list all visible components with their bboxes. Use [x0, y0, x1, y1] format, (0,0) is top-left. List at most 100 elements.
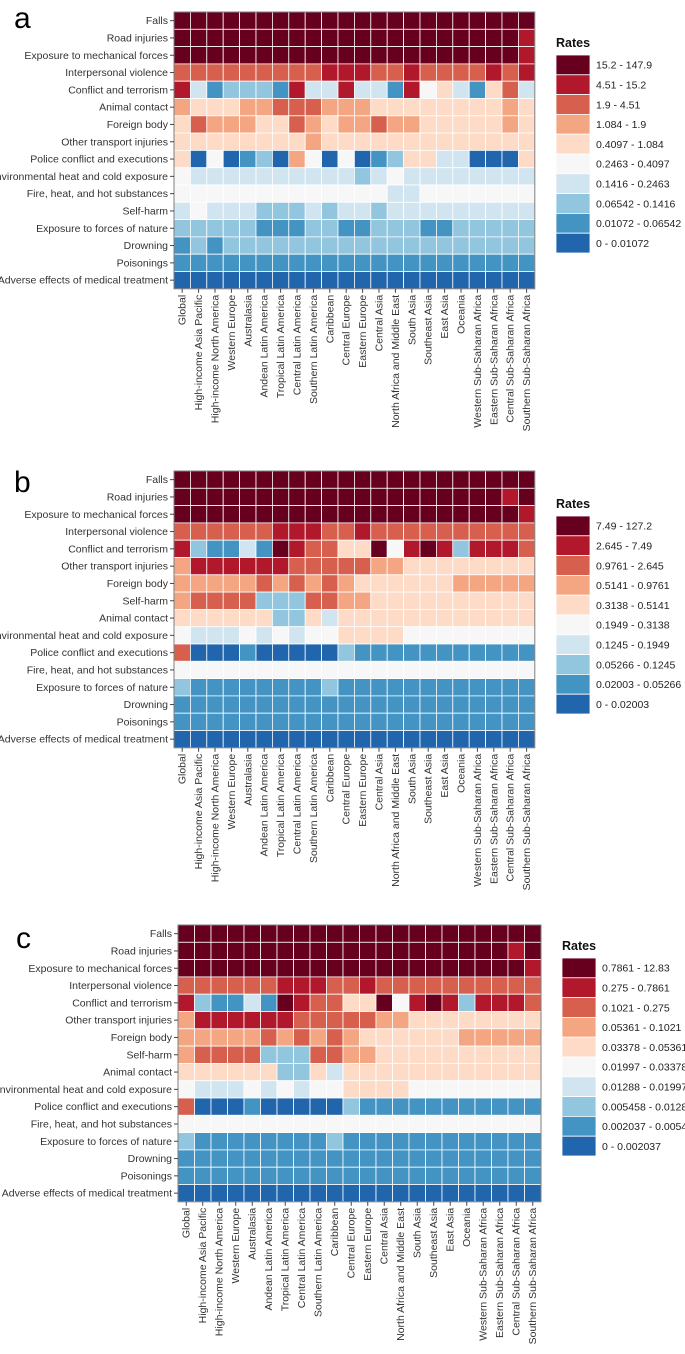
heatmap-cell	[435, 557, 454, 576]
row-label: Road injuries	[107, 32, 168, 44]
heatmap-cell	[288, 201, 306, 221]
column-label: Southern Latin America	[308, 754, 320, 863]
heatmap-cell	[189, 678, 208, 697]
heatmap-cell	[304, 63, 323, 82]
heatmap-cell	[222, 522, 240, 541]
heatmap-cell	[353, 98, 372, 117]
heatmap-cell	[353, 253, 372, 272]
heatmap-cell	[425, 976, 443, 995]
heatmap-cell	[370, 643, 388, 662]
heatmap-cell	[386, 167, 405, 186]
heatmap-cell	[271, 660, 290, 679]
heatmap-cell	[173, 115, 191, 134]
heatmap-cell	[468, 253, 487, 272]
column-label: Eastern Europe	[357, 295, 369, 368]
row-label: Interpersonal violence	[69, 980, 172, 992]
heatmap-cell	[210, 1166, 228, 1185]
column-label: Tropical Latin America	[275, 295, 287, 399]
heatmap-cell	[288, 253, 306, 272]
heatmap-cell	[419, 712, 437, 731]
heatmap-cell	[321, 712, 339, 731]
heatmap-cell	[321, 63, 339, 82]
legend-label: 1.9 - 4.51	[596, 99, 641, 111]
heatmap-cell	[435, 63, 454, 82]
heatmap-cell	[321, 591, 339, 610]
heatmap-cell	[468, 63, 487, 82]
heatmap-cell	[485, 253, 503, 272]
heatmap-cell	[425, 993, 443, 1012]
heatmap-cell	[359, 1080, 377, 1099]
heatmap-cell	[243, 1149, 261, 1168]
heatmap-cell	[222, 660, 240, 679]
heatmap-cell	[435, 730, 454, 749]
heatmap-cell	[337, 98, 355, 117]
heatmap-cell	[194, 1114, 212, 1134]
heatmap-cell	[370, 609, 388, 628]
heatmap-cell	[288, 115, 306, 134]
heatmap-cell	[276, 993, 294, 1012]
heatmap-cell	[222, 201, 240, 221]
legend-label: 0.01997 - 0.03378	[602, 1062, 685, 1074]
heatmap-cell	[353, 470, 372, 489]
row-label: Interpersonal violence	[65, 67, 168, 79]
heatmap-cell	[524, 1028, 542, 1047]
heatmap-cell	[452, 539, 470, 558]
legend-swatch	[555, 654, 591, 675]
heatmap-cell	[337, 28, 355, 47]
column-label: Tropical Latin America	[275, 754, 287, 858]
heatmap-cell	[518, 11, 536, 30]
heatmap-cell	[403, 539, 421, 558]
heatmap-cell	[452, 253, 470, 272]
heatmap-cell	[507, 1045, 525, 1064]
heatmap-cell	[441, 1132, 459, 1151]
heatmap-cell	[485, 609, 503, 628]
heatmap-cell	[507, 1080, 525, 1099]
heatmap-cell	[173, 219, 191, 238]
heatmap-cell	[353, 712, 372, 731]
heatmap-cell	[370, 184, 388, 203]
heatmap-cell	[342, 1028, 360, 1047]
row-label: Fire, heat, and hot substances	[27, 664, 168, 676]
column-label: East Asia	[439, 754, 451, 798]
heatmap-cell	[194, 993, 212, 1012]
heatmap-cell	[222, 167, 240, 186]
heatmap-cell	[491, 976, 509, 995]
heatmap-cell	[243, 1097, 261, 1116]
heatmap-cell	[288, 626, 306, 645]
heatmap-cell	[255, 11, 273, 30]
heatmap-cell	[403, 167, 421, 186]
heatmap-cell	[485, 626, 503, 645]
heatmap-cell	[353, 626, 372, 645]
row-label: Fire, heat, and hot substances	[31, 1118, 172, 1130]
heatmap-cell	[501, 115, 519, 134]
heatmap-cell	[189, 557, 208, 576]
heatmap-cell	[419, 678, 437, 697]
heatmap-cell	[408, 1080, 426, 1099]
heatmap-cell	[419, 660, 437, 679]
heatmap-cell	[518, 253, 536, 272]
heatmap-cell	[222, 591, 240, 610]
column-label: Western Europe	[230, 1208, 242, 1284]
heatmap-cell	[392, 993, 410, 1012]
heatmap-cell	[255, 557, 273, 576]
heatmap-cell	[206, 609, 224, 628]
heatmap-cell	[518, 522, 536, 541]
heatmap-cell	[309, 1028, 327, 1047]
heatmap-cell	[309, 1149, 327, 1168]
heatmap-cell	[386, 660, 405, 679]
heatmap-cell	[304, 505, 323, 524]
heatmap-cell	[326, 1080, 344, 1099]
heatmap-cell	[403, 11, 421, 30]
heatmap-cell	[474, 1028, 492, 1047]
heatmap-cell	[435, 643, 454, 662]
heatmap-cell	[304, 132, 323, 151]
heatmap-cell	[441, 1063, 459, 1082]
row-label: Self-harm	[122, 205, 168, 217]
heatmap-cell	[276, 1028, 294, 1047]
heatmap-cell	[441, 1097, 459, 1116]
heatmap-cell	[189, 609, 208, 628]
column-label: Global	[181, 1208, 193, 1238]
row-label: Conflict and terrorism	[68, 84, 168, 96]
heatmap-cell	[189, 219, 208, 238]
